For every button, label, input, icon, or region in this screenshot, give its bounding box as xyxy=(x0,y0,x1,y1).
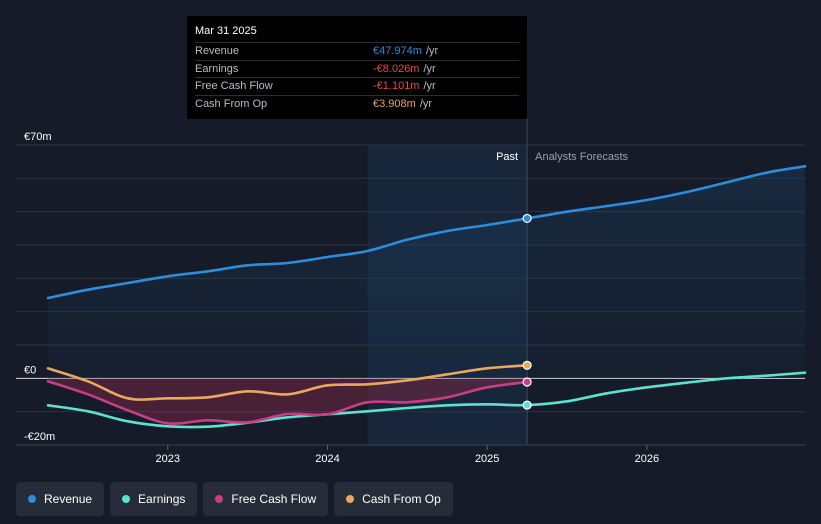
earnings-series-line xyxy=(46,371,807,429)
legend-item-cash-from-op[interactable]: Cash From Op xyxy=(334,482,453,516)
y-tick-label: -€20m xyxy=(24,431,55,443)
tooltip-row-revenue: Revenue €47.974m /yr xyxy=(195,42,519,60)
y-tick-label: €0 xyxy=(24,364,36,376)
tooltip-unit: /yr xyxy=(423,62,436,75)
tooltip-value: -€8.026m xyxy=(373,62,420,75)
legend-dot-icon xyxy=(215,495,224,503)
chart-legend: Revenue Earnings Free Cash Flow Cash Fro… xyxy=(16,482,453,516)
tooltip-unit: /yr xyxy=(423,80,436,92)
y-tick-label: €70m xyxy=(24,131,52,143)
tooltip-row-earnings: Earnings -€8.026m /yr xyxy=(195,59,519,78)
tooltip-unit: /yr xyxy=(425,45,439,57)
legend-label: Revenue xyxy=(44,492,93,506)
tooltip-unit: /yr xyxy=(419,97,433,110)
cash-from-op-series-line xyxy=(46,364,529,401)
tooltip-label: Free Cash Flow xyxy=(195,80,273,92)
legend-item-free-cash-flow[interactable]: Free Cash Flow xyxy=(203,482,329,516)
x-tick-label: 2025 xyxy=(475,453,499,465)
legend-dot-icon xyxy=(28,495,36,503)
x-tick-label: 2026 xyxy=(635,453,659,465)
tooltip-value: €3.908m xyxy=(373,97,416,110)
cash-from-op-marker-point xyxy=(522,360,532,370)
free-cash-flow-series-line xyxy=(46,380,529,425)
tooltip-label: Cash From Op xyxy=(195,97,268,110)
tooltip-row-free-cash-flow: Free Cash Flow -€1.101m /yr xyxy=(195,77,519,95)
free-cash-flow-marker-point xyxy=(522,377,532,387)
revenue-series-line xyxy=(46,165,807,300)
tooltip-row-cash-from-op: Cash From Op €3.908m /yr xyxy=(195,94,519,113)
x-tick-label: 2023 xyxy=(156,453,180,465)
tooltip-label: Earnings xyxy=(195,62,239,75)
free-cash-flow-area-fill xyxy=(48,378,528,424)
tooltip-value: €47.974m xyxy=(373,45,422,57)
forecast-label: Analysts Forecasts xyxy=(535,151,628,163)
tooltip-value: -€1.101m xyxy=(373,80,420,92)
x-tick-label: 2024 xyxy=(315,453,339,465)
legend-item-revenue[interactable]: Revenue xyxy=(16,482,105,516)
past-label: Past xyxy=(496,151,518,163)
legend-item-earnings[interactable]: Earnings xyxy=(110,482,198,516)
legend-label: Free Cash Flow xyxy=(231,492,317,506)
revenue-marker-point xyxy=(522,213,532,224)
legend-label: Earnings xyxy=(138,492,186,506)
data-tooltip: Mar 31 2025 Revenue €47.974m /yr Earning… xyxy=(187,16,527,119)
tooltip-label: Revenue xyxy=(195,45,240,57)
legend-dot-icon xyxy=(122,495,131,503)
earnings-marker-point xyxy=(522,400,532,410)
legend-dot-icon xyxy=(346,495,355,503)
tooltip-date: Mar 31 2025 xyxy=(195,25,257,37)
legend-label: Cash From Op xyxy=(362,492,441,506)
revenue-area-fill xyxy=(48,166,805,379)
